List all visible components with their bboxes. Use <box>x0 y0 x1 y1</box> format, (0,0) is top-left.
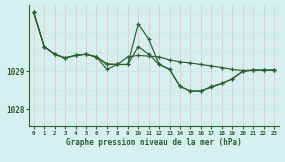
X-axis label: Graphe pression niveau de la mer (hPa): Graphe pression niveau de la mer (hPa) <box>66 138 242 147</box>
